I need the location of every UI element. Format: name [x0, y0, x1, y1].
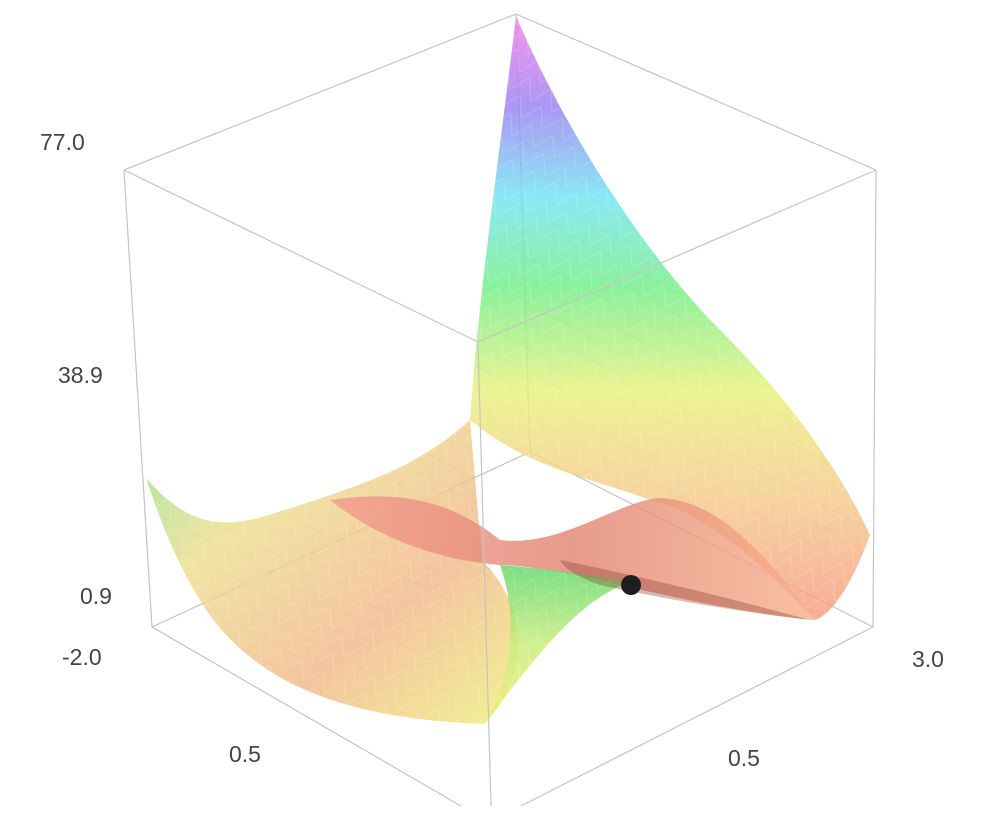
x-axis-tick-labels: 0.5 — [229, 741, 261, 767]
marked-point[interactable] — [621, 575, 641, 595]
x-tick-label: 0.5 — [229, 741, 261, 767]
surface-mesh — [146, 16, 870, 724]
z-axis-tick-labels: 77.0 38.9 0.9 -2.0 — [40, 129, 112, 670]
y-tick-label: 3.0 — [912, 646, 944, 672]
box-front-edges — [123, 169, 877, 807]
z-tick-label: 0.9 — [80, 583, 112, 609]
y-tick-label: 0.5 — [728, 745, 760, 771]
z-tick-label: 77.0 — [40, 129, 85, 155]
y-axis-tick-labels: 0.5 3.0 — [728, 646, 944, 771]
z-tick-label: -2.0 — [62, 644, 102, 670]
z-tick-label: 38.9 — [58, 362, 103, 388]
surface-valley — [330, 496, 815, 620]
